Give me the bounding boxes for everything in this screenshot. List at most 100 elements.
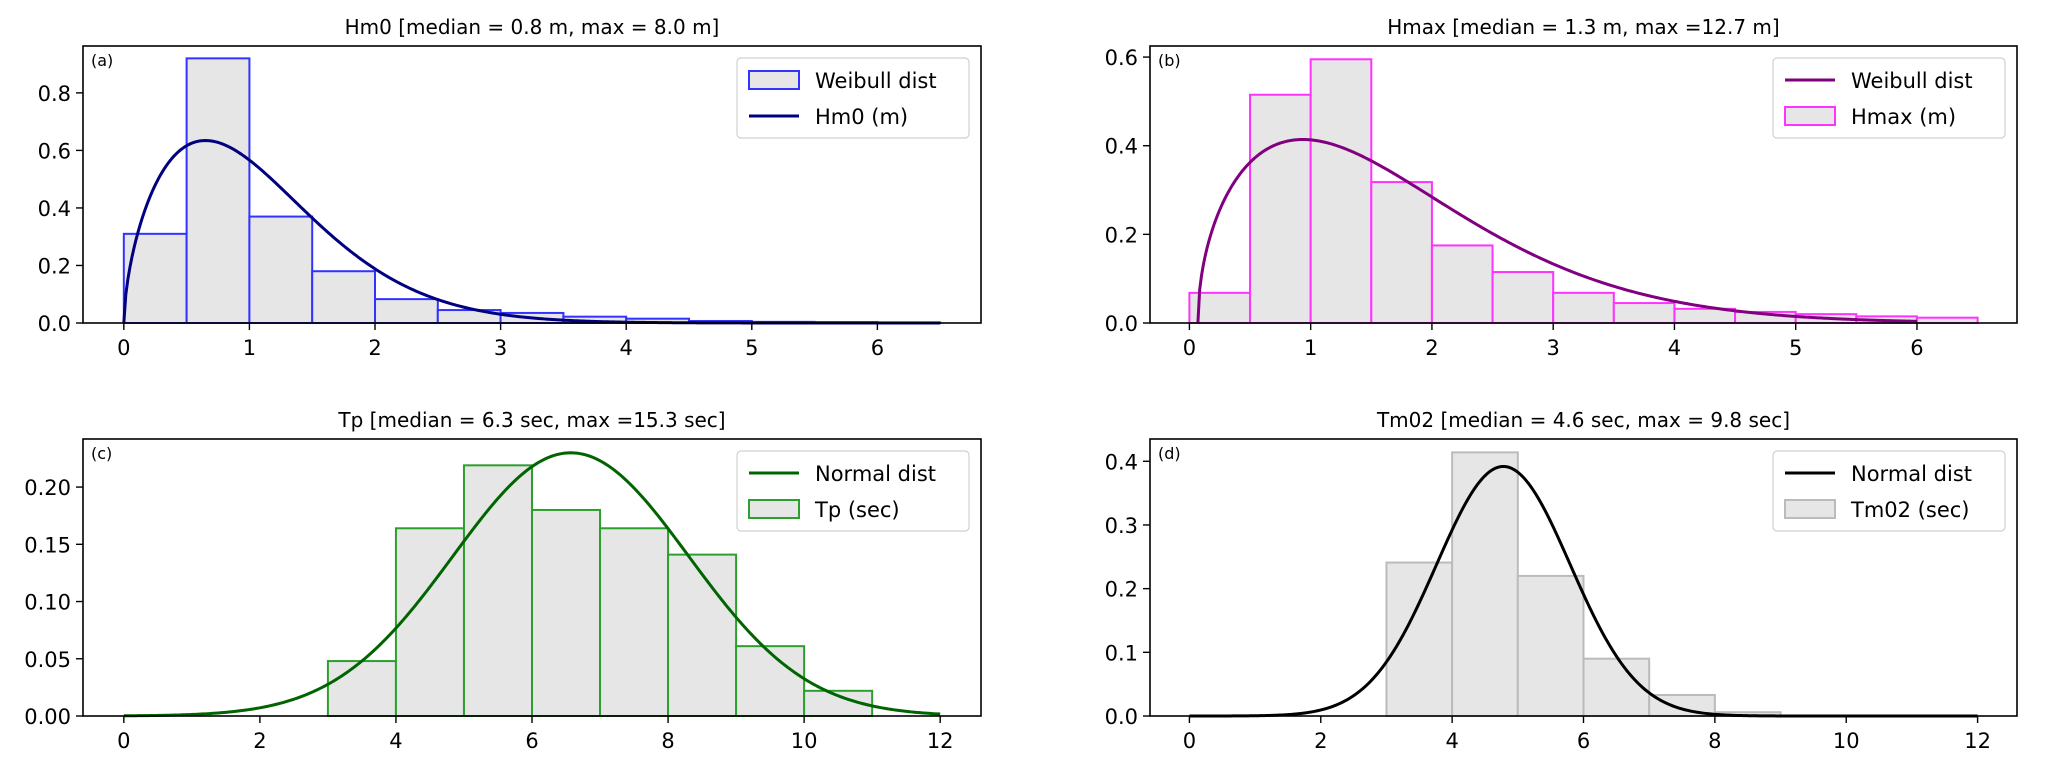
histogram-bar bbox=[1430, 244, 1494, 324]
legend-label: Weibull dist bbox=[815, 69, 937, 93]
panel-d: 0 2 4 6 8 10 12 0.0 0.1 0.2 0.3 0.4 Tm02 [median = 4… bbox=[1105, 408, 2018, 753]
histogram-bar bbox=[1582, 657, 1651, 717]
histogram-bar bbox=[462, 464, 533, 717]
x-tick-label: 4 bbox=[389, 729, 402, 753]
y-tick-label: 0.0 bbox=[38, 312, 71, 336]
histogram-bar bbox=[248, 215, 314, 324]
histogram-bar bbox=[1309, 58, 1373, 325]
legend-label: Normal dist bbox=[815, 462, 936, 486]
y-tick-label: 0.2 bbox=[1105, 578, 1138, 602]
histogram-bar bbox=[1612, 302, 1676, 324]
histogram-bar bbox=[599, 527, 670, 718]
y-tick-label: 0.8 bbox=[38, 82, 71, 106]
y-tick-label: 0.6 bbox=[38, 139, 71, 163]
x-tick-label: 5 bbox=[1789, 336, 1802, 360]
histogram-bar bbox=[1516, 574, 1585, 717]
x-tick-label: 4 bbox=[620, 336, 633, 360]
histogram-bar bbox=[1552, 291, 1615, 324]
y-tick-label: 0.00 bbox=[24, 705, 71, 729]
x-tick-label: 2 bbox=[1314, 729, 1327, 753]
histogram-bar bbox=[374, 298, 439, 324]
y-tick-label: 0.2 bbox=[1105, 223, 1138, 247]
panel-a: 0 1 2 3 4 5 6 0.0 0.2 0.4 0.6 0.8 Hm0 [median = 0.8 … bbox=[38, 15, 982, 360]
panel-label: (d) bbox=[1158, 444, 1181, 463]
distribution-curve bbox=[123, 451, 941, 718]
y-tick-label: 0.4 bbox=[1105, 450, 1138, 474]
histogram-bar bbox=[735, 645, 806, 717]
histogram-bar bbox=[326, 660, 397, 718]
x-tick-label: 8 bbox=[661, 729, 674, 753]
x-tick-label: 8 bbox=[1708, 729, 1721, 753]
legend-patch-swatch bbox=[1784, 106, 1836, 126]
y-tick-label: 0.0 bbox=[1105, 705, 1138, 729]
histogram-bar bbox=[1249, 93, 1312, 324]
axes-frame bbox=[82, 45, 982, 324]
x-tick-label: 6 bbox=[1577, 729, 1590, 753]
histogram-bar bbox=[1491, 271, 1555, 325]
x-tick-label: 2 bbox=[253, 729, 266, 753]
chart-title: Hm0 [median = 0.8 m, max = 8.0 m] bbox=[345, 15, 720, 39]
histogram-bar bbox=[394, 527, 465, 718]
axes-frame bbox=[1149, 45, 2018, 324]
histogram-bar bbox=[531, 508, 602, 717]
histogram-bar bbox=[1385, 561, 1454, 718]
legend-label: Tm02 (sec) bbox=[1850, 498, 1969, 522]
y-tick-label: 0.6 bbox=[1105, 46, 1138, 70]
x-tick-label: 0 bbox=[117, 729, 130, 753]
histogram-bar bbox=[185, 57, 251, 324]
legend: Weibull dist Hmax (m) bbox=[1772, 57, 2006, 139]
legend-patch-swatch bbox=[748, 70, 800, 90]
y-tick-label: 0.2 bbox=[38, 254, 71, 278]
histogram-bar bbox=[1370, 181, 1433, 324]
y-tick-label: 0.4 bbox=[1105, 135, 1138, 159]
x-tick-label: 1 bbox=[243, 336, 256, 360]
legend: Normal dist Tm02 (sec) bbox=[1772, 450, 2006, 532]
y-tick-label: 0.1 bbox=[1105, 641, 1138, 665]
legend: Normal dist Tp (sec) bbox=[736, 450, 970, 532]
panel-c: 0 2 4 6 8 10 12 0.00 0.05 0.10 0.15 0.20 Tp [median … bbox=[24, 408, 982, 753]
x-tick-label: 4 bbox=[1445, 729, 1458, 753]
x-tick-label: 3 bbox=[1546, 336, 1559, 360]
legend: Weibull dist Hm0 (m) bbox=[736, 57, 970, 139]
legend-label: Normal dist bbox=[1851, 462, 1972, 486]
panel-b: 0 1 2 3 4 5 6 0.0 0.2 0.4 0.6 Hmax [median = 1.3 m,… bbox=[1105, 15, 2018, 360]
x-tick-label: 4 bbox=[1668, 336, 1681, 360]
x-tick-label: 0 bbox=[117, 336, 130, 360]
legend-patch-swatch bbox=[1784, 499, 1836, 519]
x-tick-label: 1 bbox=[1304, 336, 1317, 360]
histogram-bar bbox=[311, 270, 377, 325]
x-tick-label: 5 bbox=[745, 336, 758, 360]
x-tick-label: 0 bbox=[1183, 336, 1196, 360]
y-tick-label: 0.4 bbox=[38, 197, 71, 221]
x-tick-label: 6 bbox=[1910, 336, 1923, 360]
y-tick-label: 0.3 bbox=[1105, 514, 1138, 538]
x-tick-label: 3 bbox=[494, 336, 507, 360]
x-tick-label: 2 bbox=[368, 336, 381, 360]
legend-label: Weibull dist bbox=[1851, 69, 1973, 93]
y-tick-label: 0.15 bbox=[24, 533, 71, 557]
histogram-bar bbox=[667, 553, 738, 717]
x-tick-label: 0 bbox=[1183, 729, 1196, 753]
legend-label: Hm0 (m) bbox=[815, 105, 908, 129]
legend-patch-swatch bbox=[748, 499, 800, 519]
x-tick-label: 6 bbox=[871, 336, 884, 360]
chart-title: Hmax [median = 1.3 m, max =12.7 m] bbox=[1387, 15, 1779, 39]
y-tick-label: 0.0 bbox=[1105, 312, 1138, 336]
x-tick-label: 6 bbox=[525, 729, 538, 753]
y-tick-label: 0.10 bbox=[24, 591, 71, 615]
y-tick-label: 0.20 bbox=[24, 476, 71, 500]
x-tick-label: 12 bbox=[927, 729, 954, 753]
chart-title: Tm02 [median = 4.6 sec, max = 9.8 sec] bbox=[1376, 408, 1790, 432]
x-tick-label: 12 bbox=[1964, 729, 1991, 753]
y-tick-label: 0.05 bbox=[24, 648, 71, 672]
legend-label: Tp (sec) bbox=[814, 498, 900, 522]
legend-label: Hmax (m) bbox=[1851, 105, 1956, 129]
x-tick-label: 10 bbox=[1833, 729, 1860, 753]
x-tick-label: 2 bbox=[1425, 336, 1438, 360]
panel-label: (a) bbox=[91, 51, 113, 70]
distribution-curve bbox=[1196, 138, 1917, 324]
panel-label: (c) bbox=[91, 444, 112, 463]
histogram-bar bbox=[1451, 451, 1519, 717]
panel-label: (b) bbox=[1158, 51, 1181, 70]
